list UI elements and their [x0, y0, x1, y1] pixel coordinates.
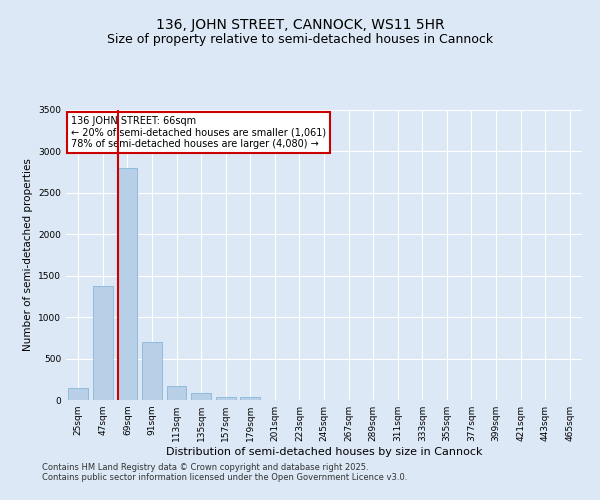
X-axis label: Distribution of semi-detached houses by size in Cannock: Distribution of semi-detached houses by … — [166, 447, 482, 457]
Text: 136 JOHN STREET: 66sqm
← 20% of semi-detached houses are smaller (1,061)
78% of : 136 JOHN STREET: 66sqm ← 20% of semi-det… — [71, 116, 326, 149]
Text: Size of property relative to semi-detached houses in Cannock: Size of property relative to semi-detach… — [107, 32, 493, 46]
Y-axis label: Number of semi-detached properties: Number of semi-detached properties — [23, 158, 32, 352]
Bar — [142, 342, 162, 400]
Bar — [118, 168, 137, 400]
Text: 136, JOHN STREET, CANNOCK, WS11 5HR: 136, JOHN STREET, CANNOCK, WS11 5HR — [155, 18, 445, 32]
Bar — [68, 388, 88, 400]
Text: Contains HM Land Registry data © Crown copyright and database right 2025.
Contai: Contains HM Land Registry data © Crown c… — [42, 463, 407, 482]
Bar — [216, 396, 236, 400]
Bar — [93, 286, 113, 400]
Bar — [167, 386, 187, 400]
Bar — [241, 397, 260, 400]
Bar — [191, 392, 211, 400]
